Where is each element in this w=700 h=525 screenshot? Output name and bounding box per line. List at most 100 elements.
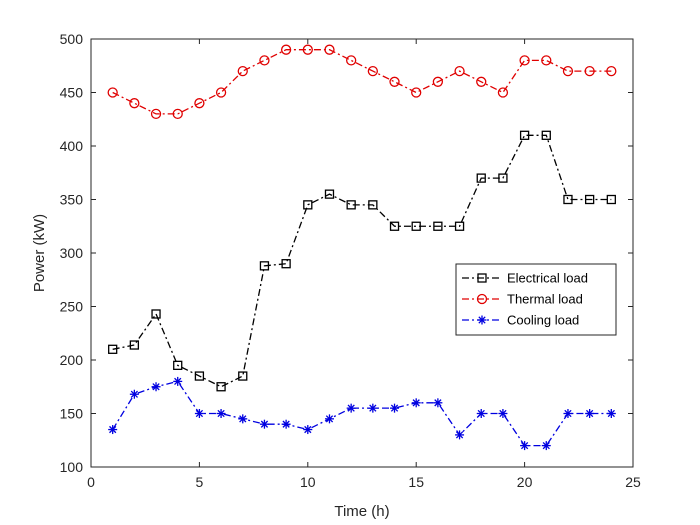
data-point-thermal-load [584,65,595,77]
data-point-electrical-load [519,130,530,140]
data-point-electrical-load [259,261,270,271]
data-point-cooling-load [368,403,378,413]
data-point-thermal-load [497,87,509,98]
data-point-electrical-load [216,382,226,392]
data-point-thermal-load [129,98,140,109]
data-point-electrical-load [324,189,335,199]
data-point-cooling-load [108,425,118,435]
data-point-cooling-load [563,409,573,418]
y-tick-label: 400 [60,138,84,154]
data-point-electrical-load [584,194,595,205]
y-tick-label: 350 [60,192,84,208]
data-point-cooling-load [303,425,313,435]
data-point-cooling-load [476,409,486,418]
data-point-thermal-load [389,76,400,87]
data-point-cooling-load [455,430,465,440]
data-point-thermal-load [411,87,422,98]
data-point-cooling-load [498,409,508,418]
y-tick-label: 250 [60,299,84,315]
data-point-electrical-load [411,221,421,231]
legend-label: Electrical load [507,271,588,286]
data-point-cooling-load [606,409,616,418]
data-point-electrical-load [498,173,508,183]
data-point-thermal-load [107,87,118,98]
data-point-electrical-load [194,371,205,381]
data-point-cooling-load [173,376,183,386]
x-tick-label: 10 [300,474,316,490]
data-point-electrical-load [476,173,486,183]
data-point-electrical-load [173,360,183,371]
data-point-thermal-load [302,44,313,55]
data-point-thermal-load [367,65,378,77]
data-point-cooling-load [324,414,334,424]
legend-marker [476,293,488,305]
data-point-cooling-load [194,409,204,418]
y-tick-label: 500 [60,31,84,47]
data-point-cooling-load [411,398,421,408]
data-point-cooling-load [238,414,248,424]
legend-item-thermal-load: Thermal load [462,292,583,307]
data-point-electrical-load [368,200,378,210]
series-electrical-load [108,130,616,392]
legend-item-electrical-load: Electrical load [462,271,588,286]
data-point-thermal-load [324,44,335,55]
data-point-thermal-load [194,98,205,109]
data-point-thermal-load [280,44,292,55]
data-point-cooling-load [346,403,356,413]
data-point-electrical-load [389,221,400,231]
series-thermal-load [107,44,617,120]
axes-layer: 0 5 10 15 20 25 100 150 200 250 300 350 400 450 500 [60,31,641,490]
data-point-electrical-load [433,221,443,231]
x-tick-label: 5 [196,474,204,490]
data-point-thermal-load [237,65,248,77]
data-point-thermal-load [432,76,444,87]
data-point-electrical-load [129,340,140,350]
x-tick-label: 20 [517,474,533,490]
data-point-cooling-load [585,409,595,418]
plot-area [91,39,633,467]
data-point-thermal-load [215,87,227,98]
data-point-electrical-load [346,200,356,210]
data-point-electrical-load [454,221,465,231]
data-point-thermal-load [259,55,270,66]
y-tick-label: 450 [60,85,84,101]
data-point-cooling-load [541,441,551,451]
data-point-electrical-load [238,371,248,381]
legend-marker [477,315,487,325]
data-point-thermal-load [476,76,487,87]
data-point-cooling-load [281,419,291,429]
data-point-cooling-load [390,403,400,413]
data-point-electrical-load [108,344,118,354]
data-point-thermal-load [562,65,574,77]
data-point-thermal-load [519,55,530,66]
data-point-electrical-load [606,194,616,205]
y-tick-label: 200 [60,352,84,368]
x-tick-label: 15 [408,474,424,490]
data-point-electrical-load [563,194,573,205]
data-point-thermal-load [172,108,183,120]
data-point-cooling-load [433,398,443,408]
x-tick-label: 25 [625,474,641,490]
y-tick-label: 100 [60,459,84,475]
y-tick-label: 300 [60,245,84,261]
data-point-cooling-load [129,389,139,399]
data-point-thermal-load [346,55,357,66]
x-axis-title: Time (h) [334,503,389,520]
legend-label: Thermal load [507,292,583,307]
data-point-electrical-load [281,259,291,269]
legend-marker [477,273,487,283]
data-point-electrical-load [151,309,161,319]
series-layer [107,44,617,451]
data-point-cooling-load [259,419,269,429]
legend: Electrical load Thermal load Cooling load [455,263,617,336]
legend-label: Cooling load [507,313,579,328]
legend-item-cooling-load: Cooling load [462,313,579,328]
data-point-thermal-load [606,65,617,77]
y-axis-title: Power (kW) [31,214,48,292]
x-tick-label: 0 [87,474,95,490]
series-cooling-load [108,376,616,451]
data-point-electrical-load [303,200,313,210]
data-point-electrical-load [541,130,551,140]
y-tick-label: 150 [60,406,84,422]
